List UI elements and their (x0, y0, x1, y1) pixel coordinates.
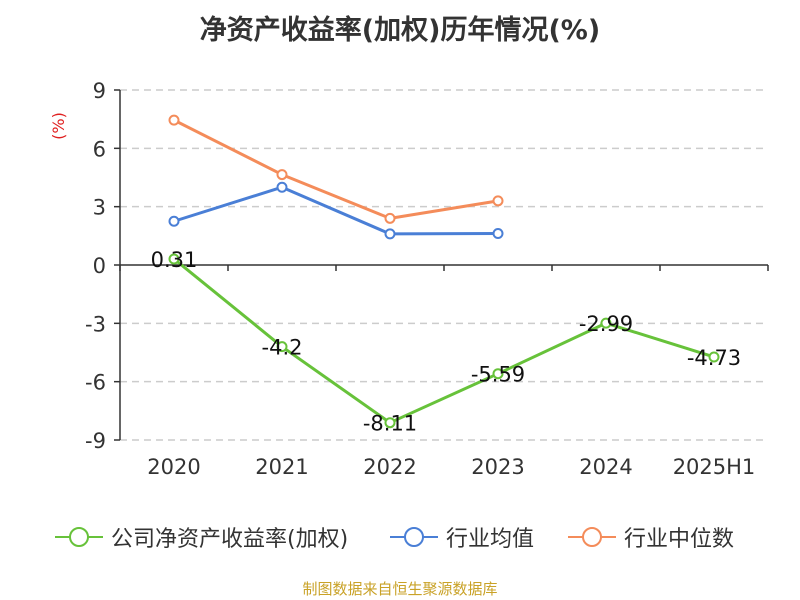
y-tick-label: 6 (93, 137, 106, 161)
legend-item-industry-mean[interactable]: 行业均值 (390, 520, 534, 554)
series-line (173, 185, 499, 236)
series-line (173, 118, 499, 220)
x-tick-label: 2021 (255, 455, 308, 479)
series-line (173, 257, 715, 425)
data-point (600, 317, 612, 329)
legend-marker-icon (55, 527, 103, 547)
data-point (276, 169, 288, 181)
data-label: 0.31 (151, 248, 198, 272)
data-point (168, 253, 180, 265)
legend[interactable]: 公司净资产收益率(加权) 行业均值 行业中位数 (0, 520, 800, 554)
x-tick-label: 2023 (471, 455, 524, 479)
data-point (384, 228, 396, 240)
data-label: -8.11 (363, 412, 417, 436)
data-point (492, 368, 504, 380)
data-point (276, 181, 288, 193)
y-tick-label: 3 (93, 196, 106, 220)
data-label: -5.59 (471, 363, 525, 387)
data-point (384, 212, 396, 224)
legend-label: 行业中位数 (624, 527, 735, 552)
y-tick-label: 0 (93, 254, 106, 278)
y-tick-label: -9 (85, 429, 106, 453)
y-tick-label: -6 (85, 371, 106, 395)
x-tick-label: 2024 (579, 455, 632, 479)
data-label: -4.2 (262, 336, 303, 360)
data-point (276, 341, 288, 353)
data-point (492, 228, 504, 239)
data-point (708, 351, 720, 363)
data-point (168, 114, 180, 126)
legend-marker-icon (390, 527, 438, 547)
data-point (492, 195, 504, 207)
legend-marker-icon (568, 527, 616, 547)
x-tick-label: 2020 (147, 455, 200, 479)
legend-item-industry-median[interactable]: 行业中位数 (568, 520, 734, 554)
data-point (168, 215, 180, 227)
legend-label: 行业均值 (446, 527, 535, 552)
legend-label: 公司净资产收益率(加权) (111, 527, 349, 552)
legend-item-company-roe[interactable]: 公司净资产收益率(加权) (55, 520, 348, 554)
data-point (384, 417, 396, 429)
y-axis-label: (%) (49, 112, 68, 140)
x-tick-label: 2022 (363, 455, 416, 479)
y-tick-label: 9 (93, 79, 106, 103)
data-label: -4.73 (687, 346, 741, 370)
x-tick-label: 2025H1 (673, 455, 756, 479)
source-note: 制图数据来自恒生聚源数据库 (302, 580, 498, 598)
data-label: -2.99 (579, 312, 633, 336)
y-tick-label: -3 (85, 312, 106, 336)
chart-title: 净资产收益率(加权)历年情况(%) (199, 15, 601, 46)
